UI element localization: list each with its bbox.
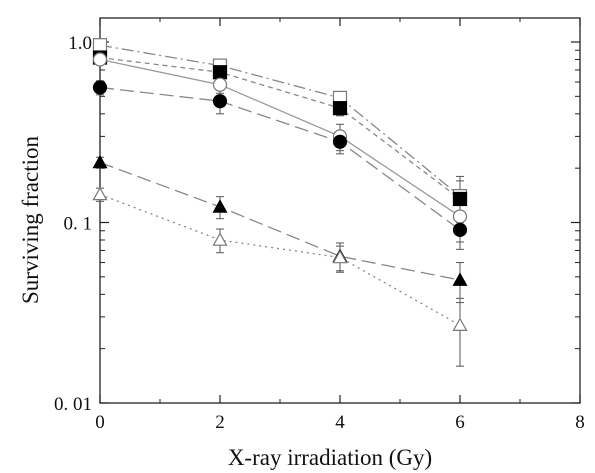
y-tick-label: 0. 1 <box>64 214 93 235</box>
data-point-open-triangle <box>212 232 228 246</box>
data-point-filled-square <box>212 65 228 80</box>
y-tick-label: 0. 01 <box>54 394 92 415</box>
data-point-filled-square <box>332 101 348 116</box>
data-point-filled-circle <box>212 94 228 109</box>
x-tick-label: 6 <box>455 412 465 433</box>
series-line <box>99 44 461 197</box>
series-line <box>99 58 461 218</box>
x-tick-label: 8 <box>575 412 585 433</box>
data-point-filled-circle <box>92 80 108 95</box>
data-point-filled-triangle <box>452 272 468 286</box>
data-point-open-square <box>92 38 108 53</box>
data-point-open-circle <box>452 209 468 224</box>
data-point-filled-triangle <box>212 199 228 213</box>
data-point-open-triangle <box>92 186 108 201</box>
data-point-open-circle <box>212 77 228 92</box>
x-tick-label: 4 <box>335 412 345 433</box>
data-point-open-triangle <box>452 317 468 331</box>
data-point-filled-circle <box>332 134 348 149</box>
data-point-filled-circle <box>452 222 468 237</box>
data-point-filled-triangle <box>92 154 108 169</box>
y-tick-label: 1.0 <box>68 33 92 54</box>
series-line <box>99 161 461 281</box>
series-line <box>99 56 461 200</box>
plot-frame <box>99 17 581 404</box>
x-axis-label: X-ray irradiation (Gy) <box>228 445 432 470</box>
data-point-filled-square <box>452 191 468 207</box>
y-axis-label: Surviving fraction <box>18 136 43 304</box>
series-line <box>99 193 461 326</box>
data-point-open-circle <box>92 52 108 67</box>
series-layer <box>92 38 468 367</box>
series-line <box>99 86 461 231</box>
axes: 0 2 4 6 8 1.0 0. 1 0. 01 <box>54 17 585 433</box>
x-tick-label: 0 <box>95 412 105 433</box>
x-tick-label: 2 <box>215 412 225 433</box>
data-point-open-triangle <box>332 249 348 264</box>
